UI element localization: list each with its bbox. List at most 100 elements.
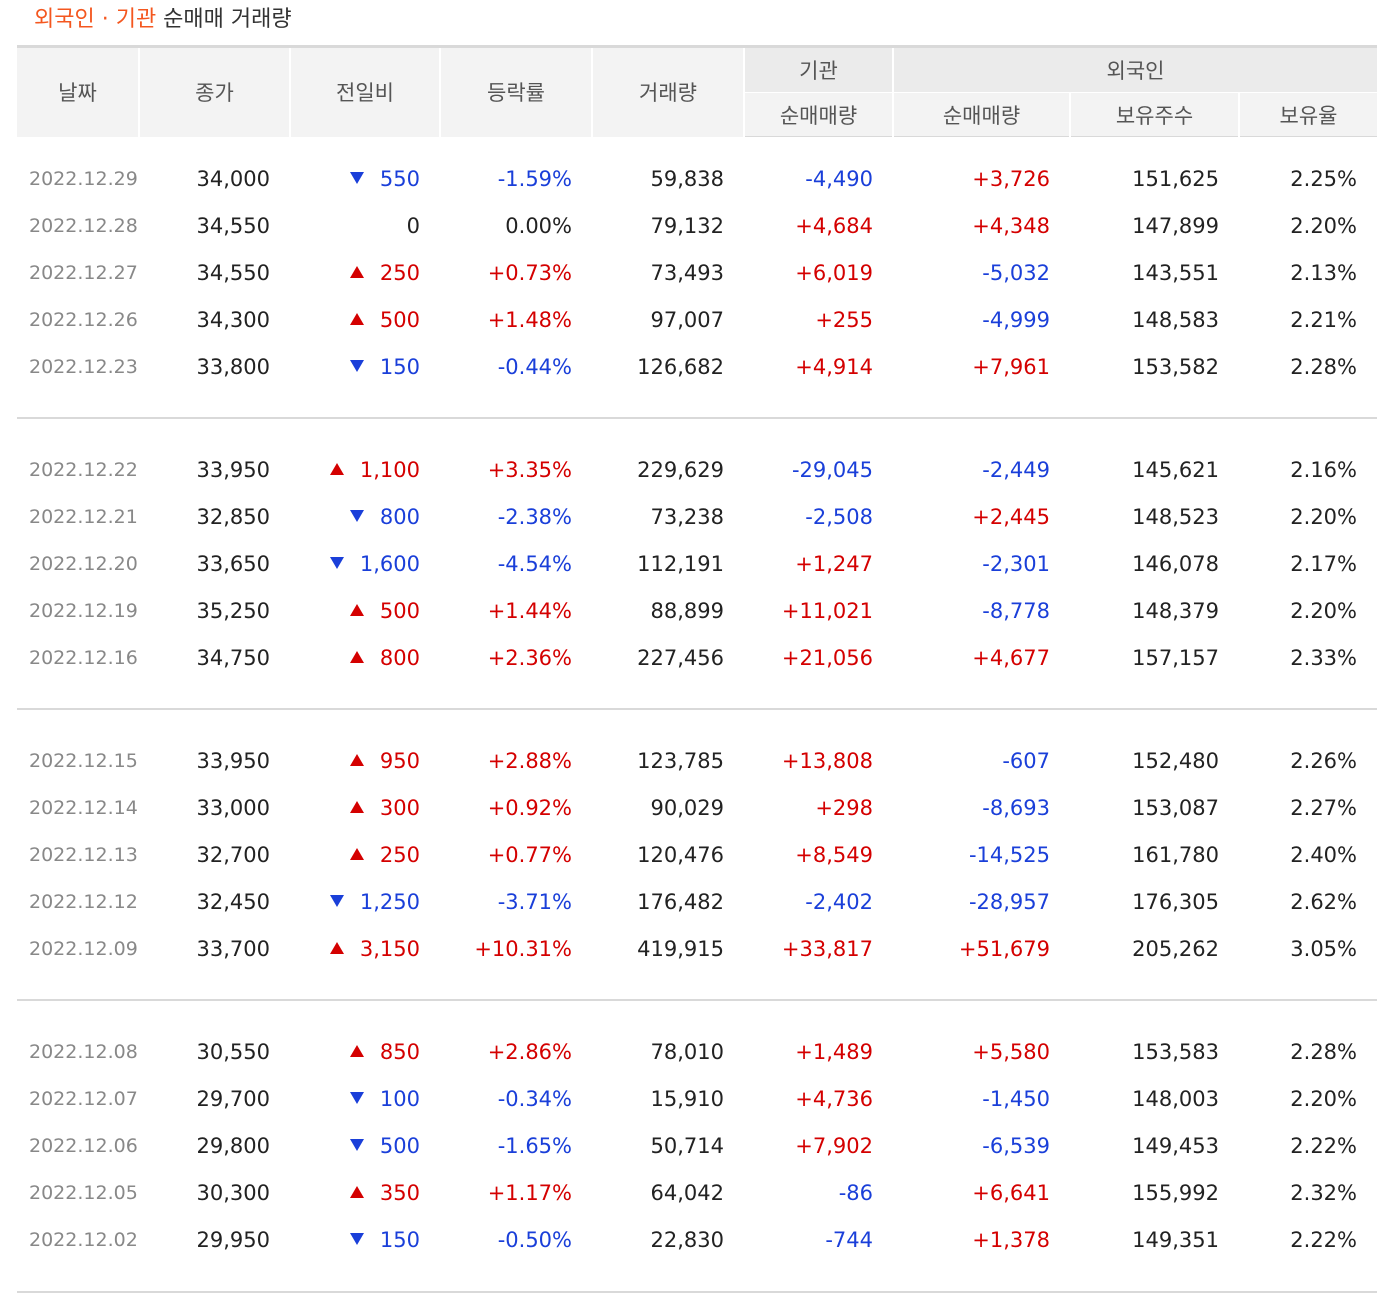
volume-cell: 59,838 [592,155,744,202]
header-close: 종가 [139,47,290,137]
group-separator-line [17,390,1377,446]
foreign-holdings-cell: 161,780 [1070,831,1239,878]
close-price-cell: 33,950 [139,446,290,493]
header-gap [17,137,1377,156]
volume-cell: 22,830 [592,1216,744,1263]
foreign-ratio-cell: 2.20% [1239,1075,1377,1122]
change-cell: 350 [290,1169,440,1216]
foreign-net-cell: +2,445 [893,493,1070,540]
section-title-accent: 외국인 · 기관 [34,7,156,32]
institution-net-cell: +33,817 [744,925,893,972]
header-volume: 거래량 [592,47,744,137]
volume-cell: 90,029 [592,784,744,831]
foreign-holdings-cell: 152,480 [1070,737,1239,784]
close-price-cell: 33,700 [139,925,290,972]
volume-cell: 112,191 [592,540,744,587]
foreign-net-cell: -607 [893,737,1070,784]
foreign-ratio-cell: 2.13% [1239,249,1377,296]
date-cell: 2022.12.23 [17,343,139,390]
change-cell: 1,250 [290,878,440,925]
foreign-ratio-cell: 2.17% [1239,540,1377,587]
date-cell: 2022.12.06 [17,1122,139,1169]
institution-net-cell: +8,549 [744,831,893,878]
down-triangle-icon [330,895,344,907]
change-rate-cell: -2.38% [440,493,592,540]
change-cell: 950 [290,737,440,784]
date-cell: 2022.12.16 [17,634,139,681]
down-triangle-icon [350,1092,364,1104]
change-cell: 850 [290,1028,440,1075]
close-price-cell: 30,550 [139,1028,290,1075]
change-rate-cell: -0.50% [440,1216,592,1263]
table-bottom-line [17,1263,1377,1293]
volume-cell: 73,493 [592,249,744,296]
change-cell: 150 [290,343,440,390]
foreign-ratio-cell: 2.33% [1239,634,1377,681]
volume-cell: 176,482 [592,878,744,925]
foreign-holdings-cell: 205,262 [1070,925,1239,972]
change-cell: 500 [290,296,440,343]
up-triangle-icon [350,754,364,766]
foreign-net-cell: +4,348 [893,202,1070,249]
change-cell: 500 [290,587,440,634]
foreign-net-cell: -2,301 [893,540,1070,587]
close-price-cell: 29,950 [139,1216,290,1263]
close-price-cell: 30,300 [139,1169,290,1216]
volume-cell: 50,714 [592,1122,744,1169]
date-cell: 2022.12.21 [17,493,139,540]
foreign-ratio-cell: 2.28% [1239,343,1377,390]
volume-cell: 97,007 [592,296,744,343]
change-value: 800 [380,646,420,670]
change-cell: 0 [290,202,440,249]
institution-net-cell: +298 [744,784,893,831]
change-value: 350 [380,1181,420,1205]
change-value: 1,100 [360,458,420,482]
institution-net-cell: +255 [744,296,893,343]
date-cell: 2022.12.09 [17,925,139,972]
change-value: 300 [380,796,420,820]
foreign-holdings-cell: 157,157 [1070,634,1239,681]
up-triangle-icon [350,801,364,813]
header-institution-group: 기관 [744,47,893,93]
close-price-cell: 29,700 [139,1075,290,1122]
change-rate-cell: +2.88% [440,737,592,784]
foreign-net-cell: -1,450 [893,1075,1070,1122]
foreign-holdings-cell: 148,379 [1070,587,1239,634]
close-price-cell: 33,650 [139,540,290,587]
foreign-holdings-cell: 151,625 [1070,155,1239,202]
change-value: 150 [380,355,420,379]
change-cell: 100 [290,1075,440,1122]
volume-cell: 123,785 [592,737,744,784]
volume-cell: 126,682 [592,343,744,390]
close-price-cell: 32,700 [139,831,290,878]
change-value: 3,150 [360,937,420,961]
date-cell: 2022.12.29 [17,155,139,202]
date-cell: 2022.12.28 [17,202,139,249]
foreign-holdings-cell: 143,551 [1070,249,1239,296]
institution-net-cell: +7,902 [744,1122,893,1169]
change-value: 1,600 [360,552,420,576]
down-triangle-icon [350,360,364,372]
change-rate-cell: -0.44% [440,343,592,390]
foreign-holdings-cell: 155,992 [1070,1169,1239,1216]
foreign-holdings-cell: 148,003 [1070,1075,1239,1122]
close-price-cell: 34,550 [139,249,290,296]
change-cell: 550 [290,155,440,202]
institution-net-cell: +4,914 [744,343,893,390]
foreign-ratio-cell: 2.27% [1239,784,1377,831]
change-rate-cell: +2.36% [440,634,592,681]
change-value: 500 [380,1134,420,1158]
date-cell: 2022.12.13 [17,831,139,878]
foreign-holdings-cell: 149,453 [1070,1122,1239,1169]
header-change: 전일비 [290,47,440,137]
change-value: 550 [380,167,420,191]
up-triangle-icon [350,604,364,616]
